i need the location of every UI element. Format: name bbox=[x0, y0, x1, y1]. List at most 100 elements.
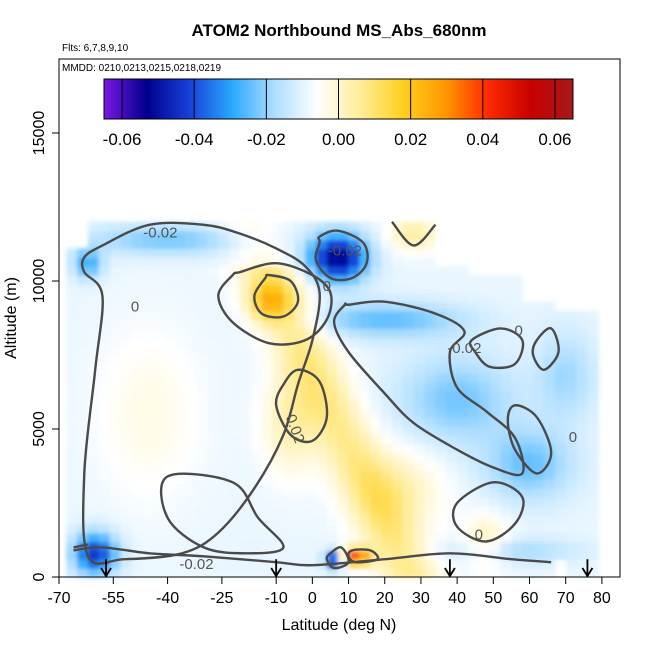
heatmap-cell bbox=[185, 532, 198, 543]
heatmap-cell bbox=[544, 568, 556, 578]
heatmap-cell bbox=[424, 568, 437, 578]
heatmap-cell bbox=[489, 319, 502, 329]
heatmap-cell bbox=[457, 301, 469, 312]
heatmap-cell bbox=[250, 266, 263, 276]
heatmap-cell bbox=[283, 221, 295, 232]
heatmap-cell bbox=[109, 514, 122, 525]
heatmap-cell bbox=[164, 266, 176, 276]
heatmap-cell bbox=[554, 399, 567, 409]
heatmap-cell bbox=[66, 470, 78, 480]
heatmap-cell bbox=[185, 381, 198, 392]
heatmap-cell bbox=[294, 470, 306, 480]
heatmap-cell bbox=[392, 497, 404, 507]
heatmap-cell bbox=[153, 559, 165, 569]
heatmap-cell bbox=[120, 346, 132, 356]
heatmap-cell bbox=[565, 381, 578, 392]
heatmap-cell bbox=[392, 461, 404, 472]
heatmap-cell bbox=[413, 514, 426, 525]
heatmap-cell bbox=[250, 559, 263, 569]
heatmap-cell bbox=[337, 248, 350, 258]
heatmap-cell bbox=[326, 230, 339, 241]
heatmap-cell bbox=[446, 337, 458, 347]
heatmap-cell bbox=[109, 443, 122, 454]
heatmap-cell bbox=[544, 532, 556, 543]
heatmap-cell bbox=[305, 275, 317, 285]
heatmap-cell bbox=[250, 452, 263, 463]
heatmap-cell bbox=[305, 257, 317, 267]
heatmap-cell bbox=[153, 372, 165, 383]
heatmap-cell bbox=[229, 488, 241, 498]
heatmap-cell bbox=[240, 461, 252, 472]
heatmap-cell bbox=[185, 426, 198, 436]
heatmap-cell bbox=[489, 559, 502, 569]
heatmap-cell bbox=[196, 257, 208, 267]
heatmap-cell bbox=[326, 497, 339, 507]
heatmap-cell bbox=[576, 346, 589, 356]
heatmap-cell bbox=[272, 426, 284, 436]
heatmap-cell bbox=[142, 470, 154, 480]
heatmap-cell bbox=[446, 559, 458, 569]
heatmap-cell bbox=[522, 506, 534, 516]
heatmap-cell bbox=[98, 532, 111, 543]
heatmap-cell bbox=[196, 310, 208, 321]
heatmap-cell bbox=[283, 497, 295, 507]
heatmap-cell bbox=[381, 550, 393, 560]
heatmap-cell bbox=[120, 497, 132, 507]
contour-label: -0.02 bbox=[447, 340, 481, 357]
heatmap-cell bbox=[326, 346, 339, 356]
heatmap-cell bbox=[142, 452, 154, 463]
heatmap-cell bbox=[164, 372, 176, 383]
heatmap-cell bbox=[424, 363, 437, 374]
heatmap-cell bbox=[164, 461, 176, 472]
heatmap-cell bbox=[109, 372, 122, 383]
heatmap-cell bbox=[413, 372, 426, 383]
heatmap-cell bbox=[413, 346, 426, 356]
heatmap-cell bbox=[316, 417, 328, 427]
heatmap-cell bbox=[587, 497, 599, 507]
heatmap-cell bbox=[196, 568, 208, 578]
heatmap-cell bbox=[413, 381, 426, 392]
heatmap-cell bbox=[478, 523, 491, 534]
heatmap-cell bbox=[348, 399, 360, 409]
heatmap-cell bbox=[511, 452, 523, 463]
heatmap-cell bbox=[489, 541, 502, 551]
heatmap-cell bbox=[413, 248, 426, 258]
heatmap-cell bbox=[77, 381, 89, 392]
heatmap-cell bbox=[500, 434, 513, 445]
heatmap-cell bbox=[109, 292, 122, 303]
heatmap-cell bbox=[522, 408, 534, 418]
heatmap-cell bbox=[392, 239, 404, 250]
heatmap-cell bbox=[457, 470, 469, 480]
heatmap-cell bbox=[66, 417, 78, 427]
heatmap-cell bbox=[272, 514, 284, 525]
heatmap-cell bbox=[413, 426, 426, 436]
heatmap-cell bbox=[272, 559, 284, 569]
heatmap-cell bbox=[229, 248, 241, 258]
heatmap-cell bbox=[218, 417, 230, 427]
heatmap-cell bbox=[98, 488, 111, 498]
heatmap-cell bbox=[272, 355, 284, 365]
heatmap-cell bbox=[359, 266, 371, 276]
heatmap-cell bbox=[587, 346, 599, 356]
heatmap-cell bbox=[98, 426, 111, 436]
heatmap-cell bbox=[272, 239, 284, 250]
heatmap-cell bbox=[381, 417, 393, 427]
heatmap-cell bbox=[392, 248, 404, 258]
heatmap-cell bbox=[98, 230, 111, 241]
heatmap-cell bbox=[326, 408, 339, 418]
heatmap-cell bbox=[142, 221, 154, 232]
heatmap-cell bbox=[565, 532, 578, 543]
heatmap-cell bbox=[131, 541, 143, 551]
heatmap-cell bbox=[66, 319, 78, 329]
heatmap-cell bbox=[207, 257, 219, 267]
heatmap-cell bbox=[294, 523, 306, 534]
heatmap-cell bbox=[131, 532, 143, 543]
heatmap-cell bbox=[565, 568, 578, 578]
contour-label: -0.02 bbox=[179, 556, 213, 573]
heatmap-cell bbox=[218, 514, 230, 525]
heatmap-cell bbox=[250, 381, 263, 392]
heatmap-cell bbox=[196, 461, 208, 472]
heatmap-cell bbox=[109, 434, 122, 445]
colorbar-ticks: -0.06 -0.04 -0.02 0.00 0.02 0.04 0.06 bbox=[103, 79, 572, 149]
